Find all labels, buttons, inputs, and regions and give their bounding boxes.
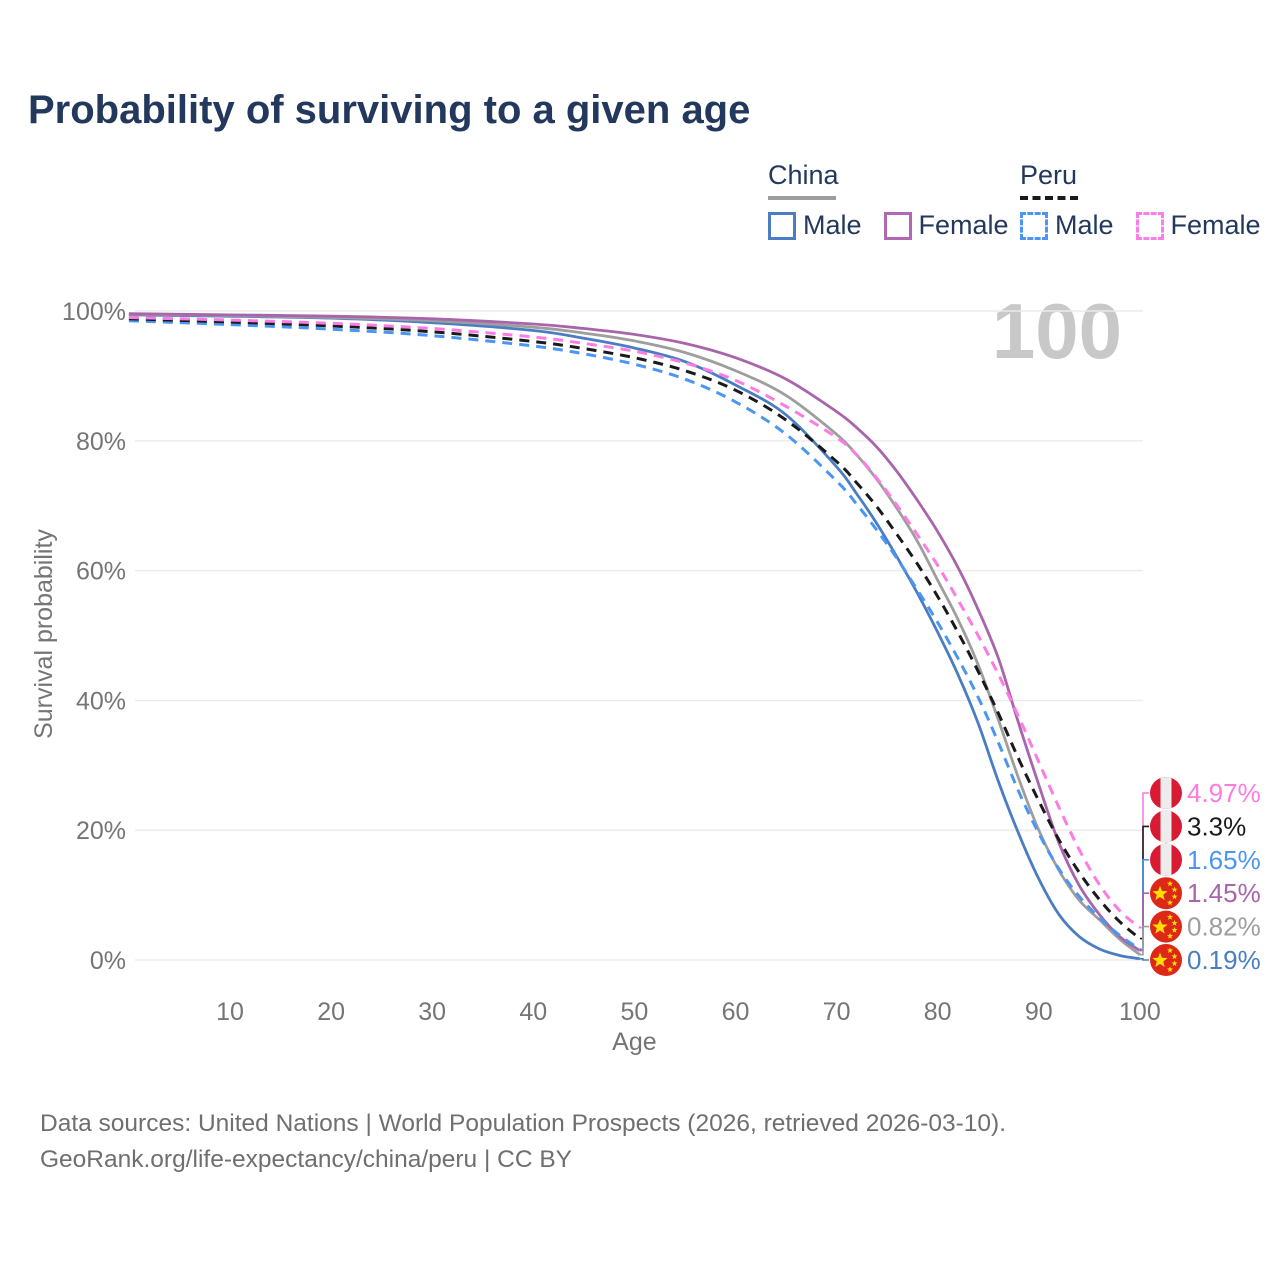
star-shape bbox=[1171, 953, 1178, 960]
x-tick-100: 100 bbox=[1119, 998, 1161, 1026]
end-label-value: 4.97% bbox=[1187, 778, 1261, 808]
x-tick-50: 50 bbox=[620, 998, 648, 1026]
flag-icon-china bbox=[1150, 910, 1182, 943]
star-shape bbox=[1166, 966, 1174, 973]
end-label-connector-china-total bbox=[1139, 925, 1149, 956]
data-sources-line: Data sources: United Nations | World Pop… bbox=[40, 1110, 1007, 1137]
star-shape bbox=[1171, 919, 1178, 926]
peru-line-style-sample bbox=[1020, 196, 1078, 200]
hovered-age-indicator: 100 bbox=[991, 287, 1122, 375]
star-shape bbox=[1171, 886, 1178, 893]
legend-label-china-male[interactable]: Male bbox=[803, 210, 862, 240]
curve-peru-female[interactable] bbox=[128, 315, 1141, 929]
legend-swatch-china-female[interactable] bbox=[883, 211, 912, 240]
x-tick-10: 10 bbox=[216, 998, 244, 1026]
star-shape bbox=[1171, 893, 1178, 900]
curve-peru-male[interactable] bbox=[128, 319, 1141, 951]
end-label-china-male[interactable]: 0.19% bbox=[1150, 944, 1261, 976]
y-tick-0%: 0% bbox=[90, 947, 126, 975]
star-shape bbox=[1166, 947, 1174, 954]
y-tick-80%: 80% bbox=[76, 428, 126, 456]
x-tick-90: 90 bbox=[1025, 998, 1053, 1026]
curve-china-male[interactable] bbox=[128, 313, 1141, 961]
y-tick-100%: 100% bbox=[62, 298, 126, 326]
x-tick-40: 40 bbox=[519, 998, 547, 1026]
x-tick-70: 70 bbox=[823, 998, 851, 1026]
legend-label-peru-female[interactable]: Female bbox=[1170, 210, 1261, 240]
legend-swatch-china-male[interactable] bbox=[768, 211, 796, 240]
end-label-connector-peru-male bbox=[1139, 859, 1149, 951]
curve-china-female[interactable] bbox=[128, 312, 1141, 952]
legend-swatch-peru-female[interactable] bbox=[1135, 211, 1164, 240]
end-label-value: 3.3% bbox=[1187, 811, 1246, 841]
star-shape bbox=[1152, 885, 1168, 901]
end-label-value: 0.82% bbox=[1187, 912, 1261, 942]
end-label-value: 0.19% bbox=[1187, 945, 1261, 975]
x-tick-80: 80 bbox=[924, 998, 952, 1026]
legend-group-peru: Peru Male Female bbox=[1020, 160, 1280, 241]
chart-legend: China Male Female Peru Male Female bbox=[0, 160, 1280, 250]
star-shape bbox=[1171, 960, 1178, 967]
attribution-line: GeoRank.org/life-expectancy/china/peru |… bbox=[40, 1146, 573, 1173]
end-label-peru-female[interactable]: 4.97% bbox=[1150, 777, 1261, 809]
flag-icon-china bbox=[1150, 877, 1182, 910]
star-shape bbox=[1166, 932, 1174, 939]
footer: Data sources: United Nations | World Pop… bbox=[40, 1106, 1006, 1178]
legend-group-china: China Male Female bbox=[768, 160, 1031, 241]
star-shape bbox=[1166, 913, 1174, 920]
legend-country-china[interactable]: China bbox=[768, 160, 839, 190]
end-label-connector-china-female bbox=[1139, 892, 1149, 952]
star-shape bbox=[1171, 926, 1178, 933]
flag-icon-china bbox=[1150, 944, 1182, 976]
y-tick-20%: 20% bbox=[76, 817, 126, 845]
y-tick-40%: 40% bbox=[76, 687, 126, 715]
star-shape bbox=[1166, 880, 1174, 887]
star-shape bbox=[1152, 952, 1168, 967]
x-tick-30: 30 bbox=[418, 998, 446, 1026]
flag-icon-peru bbox=[1150, 777, 1182, 809]
legend-country-peru[interactable]: Peru bbox=[1020, 160, 1078, 190]
end-label-connector-china-male bbox=[1139, 957, 1149, 961]
page-title: Probability of surviving to a given age bbox=[28, 88, 751, 132]
star-shape bbox=[1166, 899, 1174, 906]
flag-icon-peru bbox=[1150, 843, 1182, 876]
legend-label-china-female[interactable]: Female bbox=[918, 210, 1009, 240]
end-label-china-total[interactable]: 0.82% bbox=[1150, 910, 1261, 943]
legend-swatch-peru-male[interactable] bbox=[1020, 211, 1048, 240]
star-shape bbox=[1152, 919, 1168, 934]
x-tick-20: 20 bbox=[317, 998, 345, 1026]
end-label-connector-peru-total bbox=[1139, 825, 1149, 940]
end-label-peru-total[interactable]: 3.3% bbox=[1150, 810, 1246, 843]
legend-label-peru-male[interactable]: Male bbox=[1055, 210, 1114, 240]
x-axis-title: Age bbox=[612, 1028, 656, 1056]
flag-icon-peru bbox=[1150, 810, 1182, 843]
y-tick-60%: 60% bbox=[76, 558, 126, 586]
curve-peru-total[interactable] bbox=[128, 317, 1141, 940]
end-label-peru-male[interactable]: 1.65% bbox=[1150, 843, 1261, 876]
china-line-style-sample bbox=[768, 196, 836, 200]
x-tick-60: 60 bbox=[722, 998, 750, 1026]
end-label-china-female[interactable]: 1.45% bbox=[1150, 877, 1261, 910]
end-label-value: 1.45% bbox=[1187, 878, 1261, 908]
end-label-value: 1.65% bbox=[1187, 845, 1261, 875]
